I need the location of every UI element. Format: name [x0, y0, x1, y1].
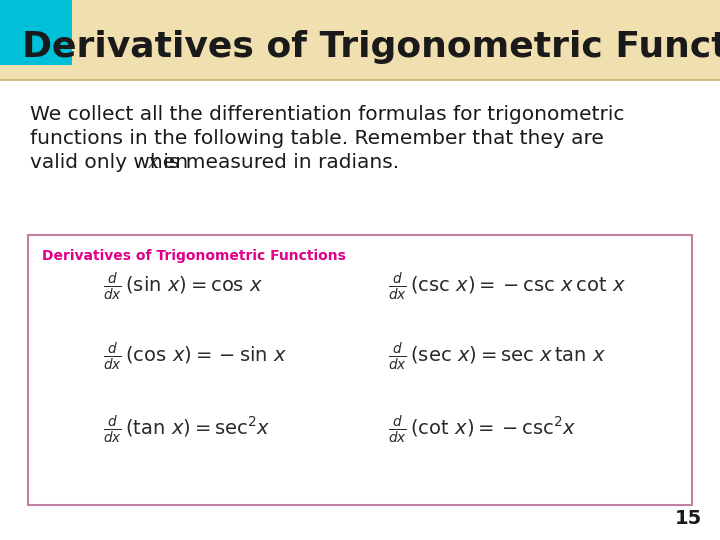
Text: $\frac{d}{dx}\,(\cos\,x) = -\sin\,x$: $\frac{d}{dx}\,(\cos\,x) = -\sin\,x$ — [103, 341, 287, 373]
Text: is measured in radians.: is measured in radians. — [157, 153, 399, 172]
Text: functions in the following table. Remember that they are: functions in the following table. Rememb… — [30, 129, 604, 148]
Text: x: x — [148, 153, 159, 172]
Text: Derivatives of Trigonometric Functions: Derivatives of Trigonometric Functions — [22, 30, 720, 64]
FancyBboxPatch shape — [28, 235, 692, 505]
Bar — [0, 0, 72, 65]
Text: $\frac{d}{dx}\,(\csc\,x) = -\csc\,x\,\cot\,x$: $\frac{d}{dx}\,(\csc\,x) = -\csc\,x\,\co… — [388, 271, 626, 303]
Text: $\frac{d}{dx}\,(\sec\,x) = \sec\,x\,\tan\,x$: $\frac{d}{dx}\,(\sec\,x) = \sec\,x\,\tan… — [388, 341, 606, 373]
Text: $\frac{d}{dx}\,(\cot\,x) = -\csc^2\!x$: $\frac{d}{dx}\,(\cot\,x) = -\csc^2\!x$ — [388, 414, 576, 446]
Bar — [0, 0, 720, 80]
Text: $\frac{d}{dx}\,(\sin\,x) = \cos\,x$: $\frac{d}{dx}\,(\sin\,x) = \cos\,x$ — [103, 271, 263, 303]
Text: valid only when: valid only when — [30, 153, 194, 172]
Text: 15: 15 — [675, 509, 702, 528]
Text: $\frac{d}{dx}\,(\tan\,x) = \sec^2\!x$: $\frac{d}{dx}\,(\tan\,x) = \sec^2\!x$ — [103, 414, 270, 446]
Text: Derivatives of Trigonometric Functions: Derivatives of Trigonometric Functions — [42, 249, 346, 263]
Text: We collect all the differentiation formulas for trigonometric: We collect all the differentiation formu… — [30, 105, 624, 124]
